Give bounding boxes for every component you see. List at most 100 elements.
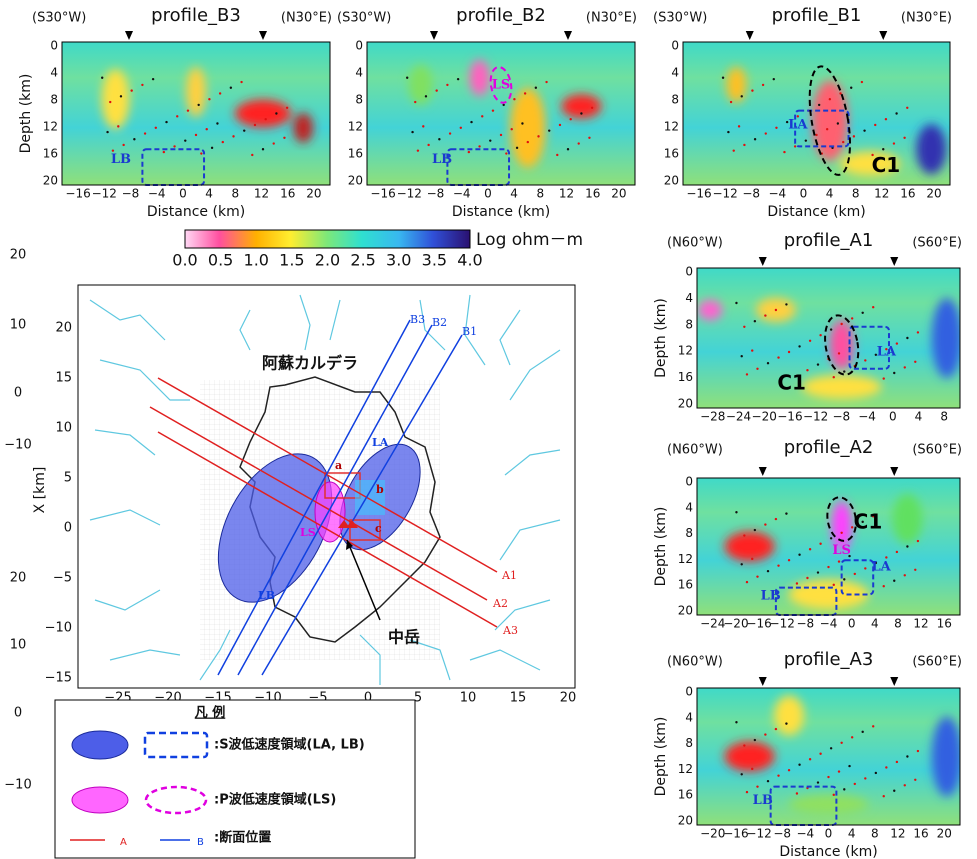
hypocenter	[882, 377, 885, 380]
profile-right: (S60°E)	[912, 443, 962, 458]
legend-s-fill	[71, 730, 129, 760]
map-y-tick: 0	[64, 521, 72, 536]
hypocenter	[194, 133, 198, 137]
profile-right: (S60°E)	[912, 655, 962, 670]
hypocenter	[743, 534, 746, 537]
low-velocity-box	[840, 559, 875, 596]
hypocenter	[864, 777, 867, 780]
profile-left: (S30°W)	[653, 11, 707, 26]
y-tick-label: 0	[50, 39, 58, 53]
peak-label: 中岳	[388, 628, 420, 647]
hypocenter	[751, 89, 754, 92]
profile-right: (S60°E)	[912, 236, 962, 251]
profile-frame	[366, 41, 636, 186]
region-label: LB	[753, 793, 773, 808]
x-tick-label: −12	[397, 187, 422, 201]
hypocenter	[481, 115, 484, 118]
y-tick-label: 16	[348, 147, 363, 161]
region-lb	[217, 453, 333, 603]
hypocenter	[766, 569, 770, 573]
station-marker	[890, 467, 899, 476]
x-tick-label: 12	[890, 827, 905, 841]
hypocenter	[499, 133, 503, 137]
x-tick-label: −12	[92, 187, 117, 201]
map-region-label: LS	[300, 526, 316, 539]
anomaly	[831, 500, 852, 551]
hypocenter	[850, 86, 853, 89]
side-tick: 0	[14, 706, 22, 721]
y-tick-label: 20	[678, 604, 693, 618]
hypocenter	[122, 143, 125, 147]
x-tick-label: −16	[723, 827, 748, 841]
legend-b-text: B	[197, 837, 204, 848]
hypocenter	[117, 125, 120, 128]
profile-title: profile_B2	[456, 5, 546, 26]
x-tick-label: 20	[611, 187, 626, 201]
hypocenter	[264, 118, 267, 121]
hypocenter	[837, 770, 841, 773]
x-tick-label: 0	[848, 617, 856, 631]
hypocenter	[737, 125, 741, 128]
anomaly	[829, 320, 854, 370]
anomalies	[724, 695, 960, 815]
hypocenter	[729, 100, 733, 104]
hypocenter	[785, 303, 788, 306]
hypocenter	[839, 92, 842, 95]
profile-left: (S30°W)	[337, 11, 391, 26]
station-marker	[890, 677, 899, 686]
x-tick-label: 20	[937, 827, 952, 841]
hypocenter	[795, 374, 799, 377]
hypocenter	[914, 360, 917, 363]
legend-p-text: :P波低速度領域(LS)	[214, 792, 336, 808]
hypocenter	[537, 135, 540, 138]
x-axis-label: Distance (km)	[147, 204, 245, 220]
hypocenter	[777, 356, 780, 359]
anomaly	[186, 67, 206, 118]
anomaly	[774, 695, 805, 736]
profile-title: profile_B3	[151, 5, 241, 26]
hypocenter	[819, 334, 822, 337]
dashed-ellipse	[808, 65, 851, 176]
arrow-head	[346, 540, 353, 550]
section-label: A1	[501, 569, 517, 582]
x-tick-label: −12	[746, 827, 771, 841]
hypocenter	[874, 771, 878, 775]
map-x-tick: 5	[414, 691, 422, 706]
hypocenter	[842, 140, 845, 144]
y-tick-label: 8	[50, 93, 58, 107]
region-label: C1	[854, 510, 883, 534]
hypocenter	[424, 95, 428, 98]
y-tick-label: 4	[685, 500, 693, 514]
x-tick-label: 8	[852, 187, 860, 201]
station-marker	[758, 677, 767, 686]
hypocenter	[840, 531, 843, 534]
region-label: LS	[492, 77, 511, 92]
map-y-tick: −5	[53, 571, 72, 586]
side-tick: −10	[4, 778, 31, 793]
hypocenter	[740, 355, 743, 358]
y-tick-label: 20	[43, 174, 58, 188]
peak-arrow	[346, 539, 381, 621]
hypocenter	[882, 585, 885, 588]
hypocenter	[261, 148, 265, 151]
hypocenter	[819, 752, 822, 755]
hypocenter	[816, 363, 820, 366]
region-label: LA	[877, 345, 897, 360]
x-tick-label: −4	[797, 827, 815, 841]
hypocenter	[850, 526, 854, 529]
y-tick-label: 8	[355, 93, 363, 107]
anomaly	[788, 794, 869, 815]
x-tick-label: −4	[820, 617, 838, 631]
map-region-label: c	[375, 522, 382, 535]
x-tick-label: 4	[871, 617, 879, 631]
hypocenter	[218, 92, 222, 95]
section-label: B3	[410, 313, 425, 326]
hypocenter	[840, 741, 843, 744]
hypocenter	[914, 568, 917, 571]
x-tick-label: 4	[510, 187, 518, 201]
colorbar-tick: 1.0	[244, 251, 269, 270]
side-tick: 10	[10, 318, 27, 333]
map-x-tick: 0	[364, 691, 372, 706]
hypocenter	[751, 557, 754, 561]
